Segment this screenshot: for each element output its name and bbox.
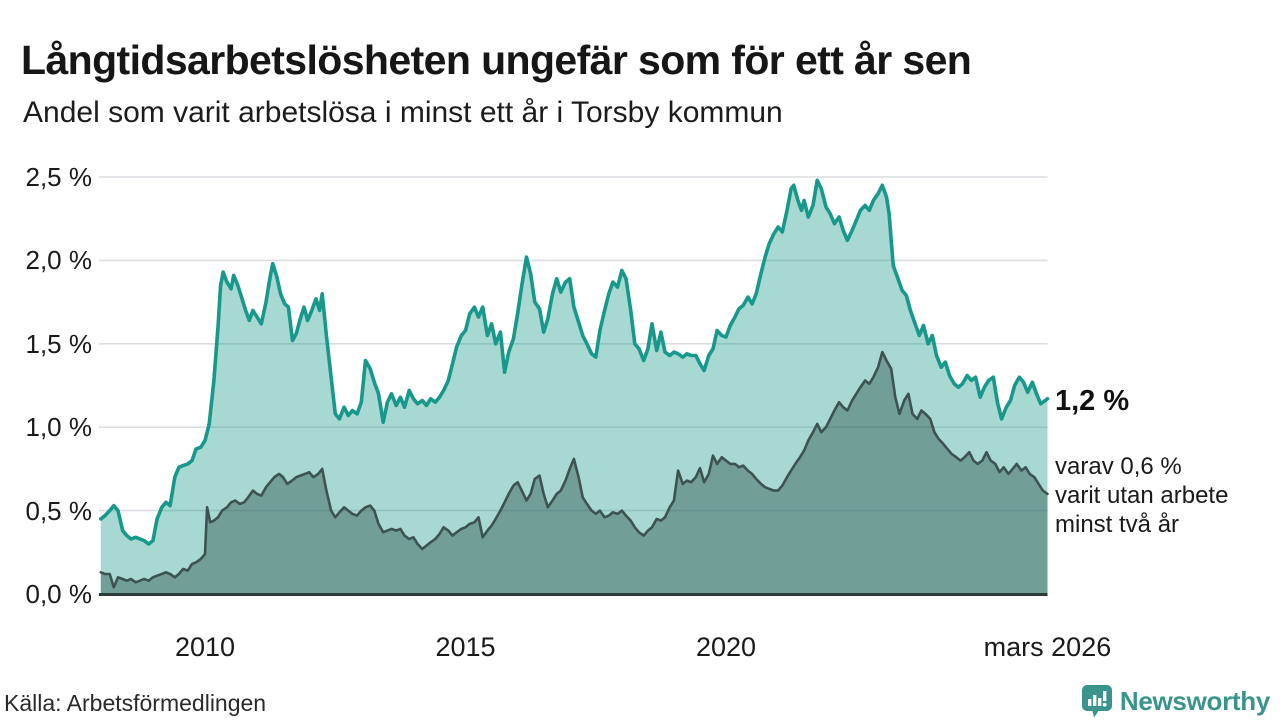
- source-note: Källa: Arbetsförmedlingen: [4, 690, 267, 716]
- page-title: Långtidsarbetslösheten ungefär som för e…: [21, 37, 972, 84]
- end-value-label: 1,2 %: [1055, 385, 1130, 417]
- annotation-line: minst två år: [1055, 511, 1180, 538]
- secondary-series-annotation: varav 0,6 % varit utan arbete minst två …: [1055, 452, 1228, 539]
- annotation-line: varav 0,6 %: [1055, 453, 1182, 480]
- x-axis-tick-label: 2020: [695, 632, 757, 662]
- x-axis-tick-label: 2010: [174, 632, 236, 662]
- y-axis-tick-label: 2,5 %: [25, 162, 93, 192]
- x-axis-tick-label: 2015: [435, 632, 496, 662]
- y-axis-tick-label: 1,5 %: [25, 328, 93, 359]
- line-min-one-year: [99, 178, 1050, 546]
- y-axis-tick-label: 0,5 %: [25, 495, 93, 526]
- annotation-line: varit utan arbete: [1055, 482, 1229, 509]
- line-min-two-years: [99, 350, 1049, 589]
- y-axis-tick-label: 0,0 %: [25, 579, 93, 609]
- newsworthy-logo-text: Newsworthy: [1119, 685, 1270, 716]
- x-axis-tick-label: mars 2026: [983, 632, 1112, 662]
- area-fill-min-one-year: [100, 180, 1048, 595]
- newsworthy-pin-icon: [1081, 685, 1112, 718]
- y-axis-tick-label: 2,0 %: [25, 245, 93, 276]
- y-axis-tick-label: 1,0 %: [25, 412, 93, 443]
- newsworthy-logo: Newsworthy: [1081, 684, 1270, 718]
- chart-subtitle: Andel som varit arbetslösa i minst ett å…: [23, 96, 783, 129]
- area-fill-min-two-years: [100, 352, 1048, 594]
